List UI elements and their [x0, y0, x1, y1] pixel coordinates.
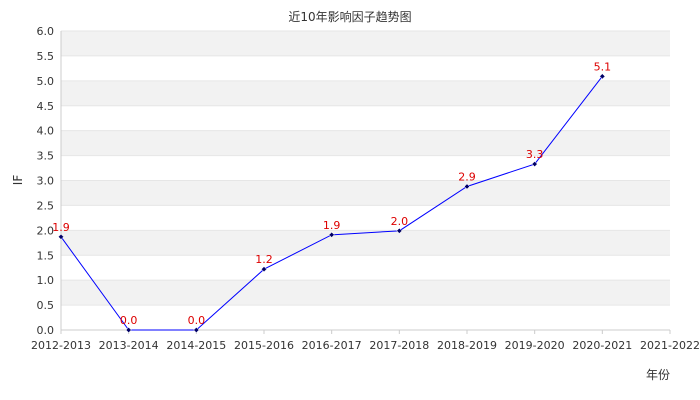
- x-tick-label: 2019-2020: [505, 339, 565, 352]
- data-label: 1.9: [323, 219, 341, 232]
- plot-band: [61, 280, 670, 306]
- x-axis-ticks: 2012-2013 2013-2014 2014-2015 2015-2016 2016…: [31, 330, 700, 352]
- data-point: [328, 231, 335, 238]
- data-label: 1.9: [52, 221, 70, 234]
- x-tick-label: 2014-2015: [166, 339, 226, 352]
- y-tick-label: 2.5: [37, 199, 55, 212]
- plot-band: [61, 205, 670, 231]
- y-tick-label: 6.0: [37, 25, 55, 38]
- data-label: 5.1: [594, 60, 612, 73]
- y-tick-label: 4.0: [37, 125, 55, 138]
- y-tick-label: 0.5: [37, 299, 55, 312]
- plot-background: [60, 30, 670, 331]
- x-tick-label: 2016-2017: [302, 339, 362, 352]
- plot-band: [61, 80, 670, 106]
- x-tick-label: 2021-2022: [640, 339, 700, 352]
- x-tick-label: 2012-2013: [31, 339, 91, 352]
- data-point: [193, 327, 200, 333]
- y-axis-ticks: 0.0 0.5 1.0 1.5 2.0 2.5 3.0 3.5 4.0 4.5 5.0 5.5 6.0: [37, 25, 55, 337]
- data-point: [464, 183, 470, 190]
- x-tick-label: 2017-2018: [369, 339, 429, 352]
- data-point: [261, 266, 267, 273]
- plot-band: [61, 230, 670, 256]
- plot-band: [61, 105, 670, 131]
- plot-band: [61, 155, 670, 181]
- y-tick-label: 5.0: [37, 75, 55, 88]
- data-label: 2.9: [458, 170, 476, 183]
- y-tick-label: 1.5: [37, 249, 55, 262]
- plot-band: [61, 55, 670, 81]
- data-label: 3.3: [526, 148, 544, 161]
- x-tick-label: 2020-2021: [572, 339, 632, 352]
- y-axis-title: IF: [11, 175, 25, 186]
- x-tick-label: 2015-2016: [234, 339, 294, 352]
- plot-band: [61, 255, 670, 281]
- y-tick-label: 5.5: [37, 50, 55, 63]
- series-markers: [58, 73, 606, 333]
- chart-title: 近10年影响因子趋势图: [288, 9, 411, 24]
- y-tick-label: 4.5: [37, 100, 55, 113]
- x-tick-label: 2013-2014: [99, 339, 159, 352]
- data-point: [599, 73, 606, 80]
- data-label: 1.2: [255, 253, 273, 266]
- x-tick-label: 2018-2019: [437, 339, 497, 352]
- y-tick-label: 2.0: [37, 224, 55, 237]
- data-label: 0.0: [120, 314, 138, 327]
- data-point: [58, 233, 64, 240]
- data-point: [396, 227, 403, 234]
- plot-band: [61, 31, 670, 56]
- data-labels: 1.9 0.0 0.0 1.2 1.9 2.0 2.9 3.3 5.1: [52, 60, 611, 327]
- data-label: 2.0: [391, 215, 409, 228]
- plot-band: [61, 130, 670, 156]
- y-tick-label: 3.0: [37, 175, 55, 188]
- data-point: [125, 327, 132, 333]
- data-point: [531, 161, 538, 168]
- y-tick-label: 3.5: [37, 150, 55, 163]
- data-label: 0.0: [188, 314, 206, 327]
- y-tick-label: 1.0: [37, 274, 55, 287]
- plot-band: [61, 305, 670, 330]
- y-tick-label: 0.0: [37, 324, 55, 337]
- plot-band: [61, 180, 670, 206]
- x-axis-title: 年份: [646, 368, 670, 382]
